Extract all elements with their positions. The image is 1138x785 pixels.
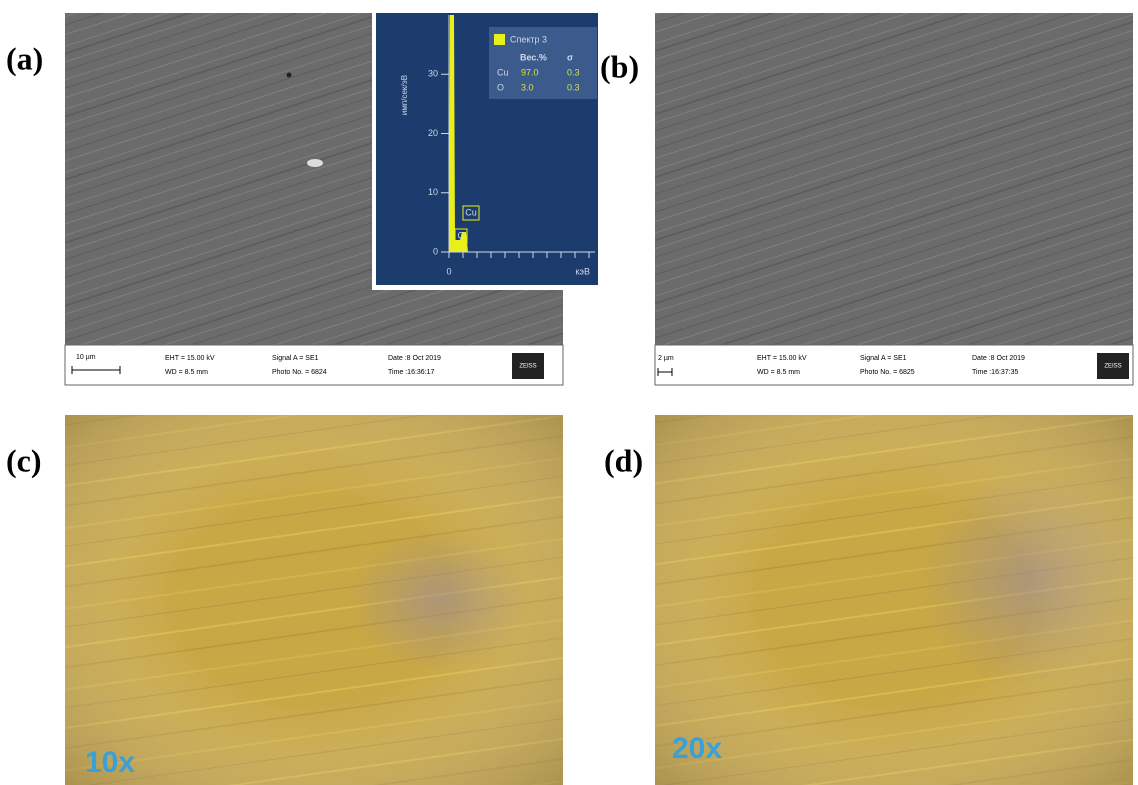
panel-label: (b) <box>600 48 639 84</box>
info-text: WD = 8.5 mm <box>757 369 800 376</box>
pit <box>287 73 292 78</box>
scale-text: 10 µm <box>76 354 96 361</box>
inset-y-label: имп/сек/эВ <box>400 75 409 115</box>
info-text: Photo No. = 6825 <box>860 369 915 376</box>
sem-image <box>655 13 1133 345</box>
info-bar <box>655 345 1133 385</box>
inset-y-tick-label: 0 <box>433 246 438 256</box>
table-cell: 0.3 <box>567 82 580 92</box>
magnification: 20x <box>672 732 722 765</box>
peak-label: O <box>457 230 464 240</box>
info-text: EHT = 15.00 kV <box>165 355 215 362</box>
logo-text: ZEISS <box>1104 364 1121 370</box>
table-header: σ <box>567 52 573 62</box>
magnification: 10x <box>85 746 135 779</box>
info-text: EHT = 15.00 kV <box>757 355 807 362</box>
inset-x-unit: кэВ <box>575 266 590 276</box>
info-text: Date :8 Oct 2019 <box>972 355 1025 362</box>
panel-label: (c) <box>6 442 42 478</box>
info-text: Date :8 Oct 2019 <box>388 355 441 362</box>
table-cell: 0.3 <box>567 67 580 77</box>
inset-y-tick-label: 30 <box>428 69 438 79</box>
panel-label: (a) <box>6 40 43 76</box>
info-text: Photo No. = 6824 <box>272 369 327 376</box>
table-cell: Cu <box>497 67 509 77</box>
info-text: Signal A = SE1 <box>272 355 319 362</box>
table-cell: 97.0 <box>521 67 539 77</box>
info-bar <box>65 345 563 385</box>
panel-label: (d) <box>604 442 643 478</box>
info-text: Signal A = SE1 <box>860 355 907 362</box>
inset-y-tick-label: 20 <box>428 128 438 138</box>
figure: 10 µm EHT = 15.00 kV WD = 8.5 mm Signal … <box>0 0 1138 785</box>
peak-label: Cu <box>465 207 477 217</box>
legend-swatch <box>494 34 505 45</box>
table-cell: 3.0 <box>521 82 534 92</box>
scale-text: 2 µm <box>658 355 674 362</box>
table-cell: O <box>497 82 504 92</box>
logo-text: ZEISS <box>519 364 536 370</box>
table-header: Вес.% <box>520 52 547 62</box>
info-text: WD = 8.5 mm <box>165 369 208 376</box>
info-text: Time :16:36:17 <box>388 369 435 376</box>
legend-text: Спектр 3 <box>510 34 547 44</box>
particle <box>307 159 323 167</box>
info-text: Time :16:37:35 <box>972 369 1019 376</box>
inset-x-tick-label: 0 <box>446 266 451 276</box>
inset-y-tick-label: 10 <box>428 187 438 197</box>
